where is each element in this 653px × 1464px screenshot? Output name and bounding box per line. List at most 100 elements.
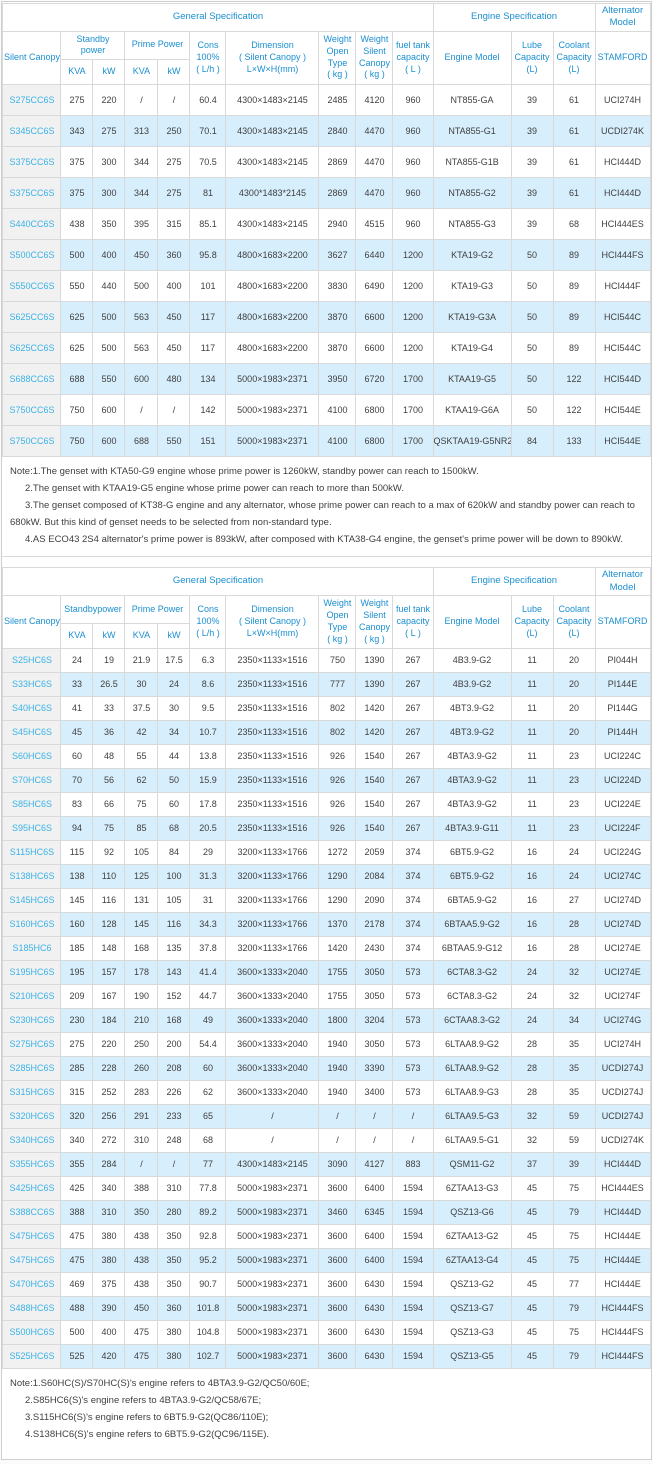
model-link[interactable]: S500HC6S (2, 1319, 62, 1345)
spec-cell: 1272 (318, 839, 357, 865)
model-link[interactable]: S40HC6S (2, 695, 62, 721)
model-link[interactable]: S470HC6S (2, 1271, 62, 1297)
spec-cell: 267 (392, 719, 434, 745)
spec-cell: 1594 (392, 1247, 434, 1273)
spec-cell: 267 (392, 767, 434, 793)
model-link[interactable]: S160HC6S (2, 911, 62, 937)
spec-cell: QSZ13-G2 (432, 1271, 512, 1297)
model-link[interactable]: S315HC6S (2, 1079, 62, 1105)
spec-cell: 59 (552, 1103, 596, 1129)
column-header: fuel tank capacity ( L ) (392, 30, 434, 85)
model-link[interactable]: S70HC6S (2, 767, 62, 793)
spec-cell: 39 (552, 1151, 596, 1177)
spec-cell: 3400 (355, 1079, 394, 1105)
column-header: Silent Canopy (2, 594, 62, 649)
model-link[interactable]: S95HC6S (2, 815, 62, 841)
model-link[interactable]: S185HC6 (2, 935, 62, 961)
spec-cell: UCI274E (594, 935, 651, 961)
spec-cell: 4BTA3.9-G2 (432, 767, 512, 793)
model-link[interactable]: S500CC6S (2, 238, 62, 271)
model-link[interactable]: S33HC6S (2, 671, 62, 697)
spec-cell: 70 (60, 767, 94, 793)
spec-cell: 3600 (318, 1295, 357, 1321)
spec-cell: 60 (60, 743, 94, 769)
spec-cell: 3600×1333×2040 (225, 1031, 320, 1057)
table-row: S70HC6S 70 56 62 50 15.9 2350×1133×1516 926 1540… (2, 767, 651, 793)
model-link[interactable]: S625CC6S (2, 331, 62, 364)
model-link[interactable]: S750CC6S (2, 393, 62, 426)
spec-cell: 233 (157, 1103, 191, 1129)
model-link[interactable]: S375CC6S (2, 145, 62, 178)
spec-cell: 284 (92, 1151, 126, 1177)
column-header: STAMFORD (594, 30, 651, 85)
spec-cell: 688 (124, 424, 159, 457)
spec-cell: 50 (510, 238, 554, 271)
model-link[interactable]: S230HC6S (2, 1007, 62, 1033)
spec-cell: 600 (92, 424, 126, 457)
spec-cell: 3830 (318, 269, 357, 302)
model-link[interactable]: S285HC6S (2, 1055, 62, 1081)
spec-cell: 469 (60, 1271, 94, 1297)
spec-cell: 3200×1133×1766 (225, 839, 320, 865)
spec-cell: UCI274H (594, 1031, 651, 1057)
model-link[interactable]: S138HC6S (2, 863, 62, 889)
model-link[interactable]: S550CC6S (2, 269, 62, 302)
model-link[interactable]: S195HC6S (2, 959, 62, 985)
model-link[interactable]: S475HC6S (2, 1247, 62, 1273)
spec-cell: 267 (392, 791, 434, 817)
spec-cell: 20.5 (189, 815, 227, 841)
note-line: Note:1.S60HC(S)/S70HC(S)'s engine refers… (10, 1377, 310, 1389)
spec-cell: 102.7 (189, 1343, 227, 1369)
spec-cell: 1700 (392, 424, 434, 457)
spec-cell: 1370 (318, 911, 357, 937)
spec-cell: QSKTAA19-G5NR2 (432, 424, 512, 457)
model-link[interactable]: S388CC6S (2, 1199, 62, 1225)
spec-cell: 77.8 (189, 1175, 227, 1201)
spec-cell: 6490 (355, 269, 394, 302)
spec-cell: 6ZTAA13-G2 (432, 1223, 512, 1249)
model-link[interactable]: S45HC6S (2, 719, 62, 745)
spec-cell: 41.4 (189, 959, 227, 985)
spec-cell: 75 (552, 1175, 596, 1201)
model-link[interactable]: S688CC6S (2, 362, 62, 395)
spec-cell: 84 (157, 839, 191, 865)
spec-cell: 1940 (318, 1055, 357, 1081)
model-link[interactable]: S425HC6S (2, 1175, 62, 1201)
model-link[interactable]: S115HC6S (2, 839, 62, 865)
spec-cell: 4120 (355, 83, 394, 116)
model-link[interactable]: S345CC6S (2, 114, 62, 147)
spec-cell: 380 (157, 1343, 191, 1369)
model-link[interactable]: S625CC6S (2, 300, 62, 333)
model-link[interactable]: S355HC6S (2, 1151, 62, 1177)
model-link[interactable]: S750CC6S (2, 424, 62, 457)
model-link[interactable]: S525HC6S (2, 1343, 62, 1369)
model-link[interactable]: S25HC6S (2, 647, 62, 673)
model-link[interactable]: S475HC6S (2, 1223, 62, 1249)
spec-cell: 77 (189, 1151, 227, 1177)
model-link[interactable]: S340HC6S (2, 1127, 62, 1153)
spec-cell: 49 (189, 1007, 227, 1033)
model-link[interactable]: S145HC6S (2, 887, 62, 913)
spec-cell: 85 (124, 815, 159, 841)
model-link[interactable]: S275CC6S (2, 83, 62, 116)
model-link[interactable]: S488HC6S (2, 1295, 62, 1321)
table-row: S625CC6S 625 500 563 450 117 4800×1683×2200 387… (2, 300, 651, 333)
spec-cell: 32 (510, 1103, 554, 1129)
model-link[interactable]: S85HC6S (2, 791, 62, 817)
spec-cell: UCDI274J (594, 1055, 651, 1081)
model-link[interactable]: S275HC6S (2, 1031, 62, 1057)
model-link[interactable]: S375CC6S (2, 176, 62, 209)
model-link[interactable]: S440CC6S (2, 207, 62, 240)
spec-cell: 65 (189, 1103, 227, 1129)
spec-cell: 5000×1983×2371 (225, 1175, 320, 1201)
column-header: Dimension ( Silent Canopy ) L×W×H(mm) (225, 594, 320, 649)
model-link[interactable]: S60HC6S (2, 743, 62, 769)
model-link[interactable]: S320HC6S (2, 1103, 62, 1129)
spec-cell: 2350×1133×1516 (225, 719, 320, 745)
spec-cell: 500 (92, 300, 126, 333)
model-link[interactable]: S210HC6S (2, 983, 62, 1009)
spec-cell: 1290 (318, 887, 357, 913)
spec-cell: 6LTAA8.9-G3 (432, 1079, 512, 1105)
spec-cell: 16 (510, 839, 554, 865)
spec-cell: 440 (92, 269, 126, 302)
